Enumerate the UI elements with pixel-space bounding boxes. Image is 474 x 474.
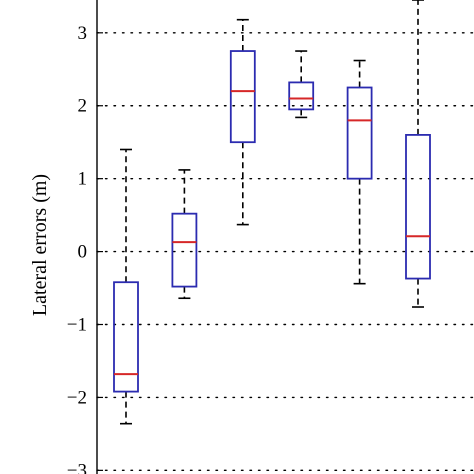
y-axis-label: Lateral errors (m) <box>29 174 51 316</box>
axes: 3 2 1 0 −1 −2 −3 <box>67 0 103 474</box>
iqr-box <box>405 134 431 280</box>
box-1 <box>113 148 139 425</box>
y-tick-label: −3 <box>67 460 87 474</box>
iqr-box <box>229 50 256 144</box>
gridlines <box>96 32 474 472</box>
y-tick-label: −2 <box>67 387 87 408</box>
iqr-box <box>288 81 315 111</box>
y-tick-label: 2 <box>78 96 88 117</box>
y-tick-label: −1 <box>67 315 87 336</box>
y-tick-label: 3 <box>78 23 88 44</box>
y-tick-label: 1 <box>78 169 88 190</box>
box-4 <box>288 50 315 119</box>
iqr-box <box>346 86 373 180</box>
boxes <box>113 0 431 425</box>
iqr-box <box>113 281 139 393</box>
iqr-box <box>171 212 198 288</box>
box-6 <box>405 0 431 308</box>
y-tick-label: 0 <box>78 242 88 263</box>
box-3 <box>229 18 256 226</box>
box-5 <box>346 59 373 285</box>
box-2 <box>171 169 198 300</box>
